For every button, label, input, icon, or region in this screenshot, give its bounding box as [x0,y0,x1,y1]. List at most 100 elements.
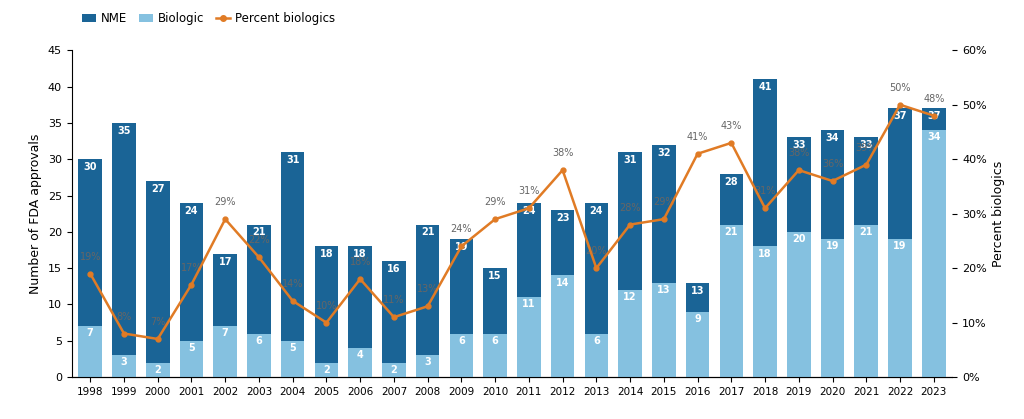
Text: 19: 19 [825,241,840,251]
Text: 9: 9 [694,314,701,324]
Bar [720,225,743,377]
Text: 23: 23 [556,213,569,223]
Text: 24: 24 [184,206,199,216]
Bar [618,152,642,377]
Bar [348,348,372,377]
Text: 43%: 43% [721,121,742,131]
Y-axis label: Number of FDA approvals: Number of FDA approvals [30,134,42,294]
Percent biologics [185,282,198,287]
Text: 38%: 38% [552,148,573,158]
Bar [854,137,879,377]
Bar [922,109,945,377]
Text: 29%: 29% [653,197,675,207]
Percent biologics [522,206,535,211]
Text: 16: 16 [387,264,400,274]
Percent biologics [84,271,96,276]
Bar [754,79,777,377]
Percent biologics [826,178,839,184]
Text: 6: 6 [492,336,499,346]
Text: 37: 37 [927,111,940,121]
Text: 10%: 10% [315,301,337,310]
Percent biologics [422,304,434,309]
Bar [450,239,473,377]
Text: 18: 18 [353,249,367,259]
Text: 15: 15 [488,271,502,281]
Bar [820,130,845,377]
Bar [213,253,237,377]
Text: 39%: 39% [856,143,877,153]
Bar [113,123,136,377]
Text: 34: 34 [927,132,940,142]
Bar [79,159,102,377]
Percent biologics [253,255,265,260]
Percent biologics [321,320,333,325]
Text: 13: 13 [657,285,671,295]
Text: 24: 24 [522,206,536,216]
Text: 24: 24 [590,206,603,216]
Bar [348,246,372,377]
Text: 17%: 17% [180,263,202,272]
Text: 38%: 38% [788,148,810,158]
Percent biologics [219,217,231,222]
Bar [213,326,237,377]
Bar [551,275,574,377]
Text: 31%: 31% [755,186,776,196]
Bar [754,246,777,377]
Bar [281,341,304,377]
Bar [551,210,574,377]
Text: 7: 7 [222,328,228,339]
Text: 21: 21 [252,228,265,238]
Bar [686,283,710,377]
Bar [686,312,710,377]
Percent biologics [793,168,805,173]
Percent biologics [388,315,400,320]
Text: 33: 33 [792,140,806,150]
Text: 14: 14 [556,278,569,287]
Text: 18%: 18% [349,257,371,267]
Bar [179,203,204,377]
Text: 36%: 36% [822,159,843,169]
Bar [145,181,170,377]
Percent biologics [354,277,367,282]
Bar [382,261,406,377]
Bar [787,232,811,377]
Text: 19: 19 [893,241,907,251]
Bar [247,334,270,377]
Bar [618,290,642,377]
Text: 18: 18 [758,248,772,259]
Percent biologics [590,266,602,271]
Text: 3: 3 [424,357,431,367]
Text: 6: 6 [593,336,600,346]
Text: 7: 7 [87,328,93,339]
Text: 11: 11 [522,300,536,309]
Text: 31%: 31% [518,186,540,196]
Percent biologics [489,217,502,222]
Text: 32: 32 [657,147,671,158]
Percent biologics [556,168,568,173]
Text: 34: 34 [825,133,840,143]
Bar [281,152,304,377]
Text: 31: 31 [624,155,637,165]
Bar [820,239,845,377]
Text: 28%: 28% [620,203,641,212]
Text: 19%: 19% [80,252,101,261]
Text: 17: 17 [218,256,232,266]
Text: 4: 4 [356,350,364,360]
Text: 12: 12 [624,292,637,302]
Text: 18: 18 [319,249,333,259]
Bar [416,355,439,377]
Text: 20%: 20% [586,246,607,256]
Text: 29%: 29% [214,197,236,207]
Bar [113,355,136,377]
Percent biologics [624,222,636,227]
Percent biologics [860,162,872,167]
Text: 5: 5 [290,343,296,353]
Text: 22%: 22% [248,235,269,245]
Line: Percent biologics: Percent biologics [88,102,936,341]
Percent biologics [152,336,164,341]
Text: 21: 21 [725,227,738,237]
Text: 8%: 8% [117,312,132,321]
Text: 2: 2 [155,365,161,375]
Text: 6: 6 [458,336,465,346]
Percent biologics [691,151,703,156]
